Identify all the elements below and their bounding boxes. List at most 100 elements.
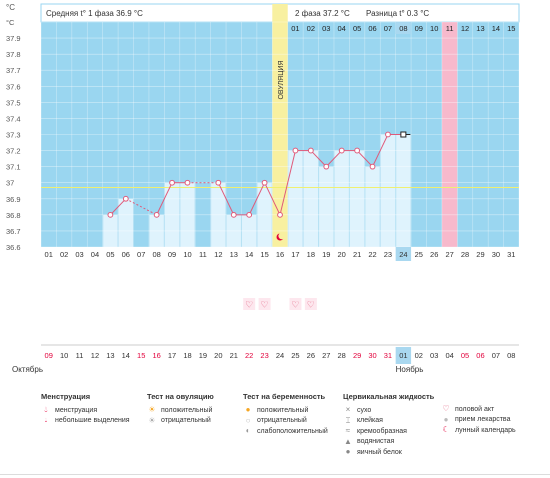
y-tick-label: 37.5 [6,98,21,107]
cross-icon: × [345,405,351,415]
date-label: 24 [399,250,407,259]
legend-pregnancy-test: Тест на беременность ● положительный ○ отр… [243,392,328,437]
temp-point [369,163,376,170]
y-tick-label: 37.3 [6,131,21,140]
cycle-day-label: 04 [338,24,346,33]
temp-line [325,150,343,167]
cycle-day-label: 11 [446,24,454,33]
cycle-day-label: 15 [507,24,515,33]
sun-positive-icon: ☀︎ [148,405,156,415]
temp-point [122,195,129,202]
egg-white-icon: ● [345,447,351,457]
ovulation-label: ОВУЛЯЦИЯ [278,60,285,99]
date-label: 16 [276,250,284,259]
calendar-day-label: 13 [106,351,114,360]
calendar-day-label: 18 [183,351,191,360]
sun-negative-icon: ☀︎ [148,415,156,425]
calendar-day-label: 19 [199,351,207,360]
legend-item: ● яичный белок [343,447,434,458]
calendar-day-label: 20 [214,351,222,360]
date-label: 13 [230,250,238,259]
temp-point [292,147,299,154]
date-label: 19 [322,250,330,259]
calendar-day-label: 10 [60,351,68,360]
temp-line [279,150,296,215]
cycle-day-label: 09 [415,24,423,33]
intercourse-heart-icon: ♡ [261,300,269,310]
cycle-day-label: 03 [322,24,330,33]
date-label: 28 [461,250,469,259]
circle-negative-icon: ○ [245,415,251,425]
temp-point [277,211,283,218]
temp-bar [380,134,396,247]
calendar-day-label: 22 [245,351,253,360]
month-first: Октябрь [12,365,43,374]
date-label: 25 [415,250,423,259]
intercourse-heart-icon: ♡ [291,300,299,310]
legend-title: Цервикальная жидкость [343,392,435,401]
date-label: 05 [106,250,114,259]
temp-point [184,179,191,186]
legend-title: Тест на беременность [243,392,326,401]
intercourse-cell [304,298,317,310]
calendar-day-label: 17 [168,351,176,360]
y-tick-label: 37.8 [6,50,21,59]
intercourse-heart-icon: ♡ [245,300,253,310]
legend-item: 💧︎ небольшие выделения [41,416,130,427]
cycle-day-label: 06 [368,24,376,33]
legend-item: ◐ слабоположительный [243,426,328,437]
temp-point [246,211,253,218]
date-label: 20 [338,250,346,259]
date-label: 18 [307,250,315,259]
temp-point [169,179,175,186]
legend-title: Тест на овуляцию [147,392,214,401]
legend-item: ≈ кремообразная [343,426,434,437]
temp-point [354,147,361,154]
legend-item: ♡ половой акт [442,404,495,414]
y-tick-label: °C [6,18,15,27]
legend-item: ☾ лунный календарь [442,425,516,435]
drop-icon: 💧︎ [44,405,48,415]
calendar-day-label: 28 [338,351,346,360]
date-label: 31 [507,250,515,259]
cycle-day-label: 12 [461,24,469,33]
y-tick-label: 36.9 [6,195,21,204]
small-drop-icon: 💧︎ [44,417,48,424]
calendar-day-label: 09 [45,351,53,360]
temp-point [338,147,345,154]
unit-label: °C [6,3,15,12]
legend-item: ● положительный [243,405,328,416]
temp-line [156,182,173,216]
y-tick-label: 37 [6,179,14,188]
date-label: 08 [152,250,160,259]
date-label: 29 [476,250,484,259]
cycle-day-label: 01 [291,24,299,33]
temp-line [125,198,157,216]
temp-line [310,150,327,167]
calendar-day-label: 03 [430,351,438,360]
temp-line [110,198,127,216]
cycle-day-label: 02 [307,24,315,33]
heart-icon: ♡ [442,404,450,414]
date-label: 12 [214,250,222,259]
calendar-day-label: 26 [307,351,315,360]
legend-item: ⌶ клейкая [343,416,434,427]
temp-bar [319,166,334,247]
bottom-divider [0,474,550,475]
temp-line [356,150,373,167]
date-label: 17 [291,250,299,259]
calendar-day-label: 07 [492,351,500,360]
calendar-day-label: 06 [476,351,484,360]
calendar-day-label: 02 [415,351,423,360]
date-label: 27 [445,250,453,259]
moon-icon: ☾ [442,425,450,435]
temp-bar [365,166,380,247]
date-label: 23 [384,250,392,259]
calendar-day-label: 05 [461,351,469,360]
temp-point [323,163,330,170]
calendar-day-label: 12 [91,351,99,360]
bbt-chart: °C Средняя t° 1 фаза 36.9 °C 2 фаза 37.2… [6,3,520,374]
calendar-day-label: 01 [399,351,407,360]
temp-line [264,182,281,216]
moon-marker-cut [278,232,285,240]
